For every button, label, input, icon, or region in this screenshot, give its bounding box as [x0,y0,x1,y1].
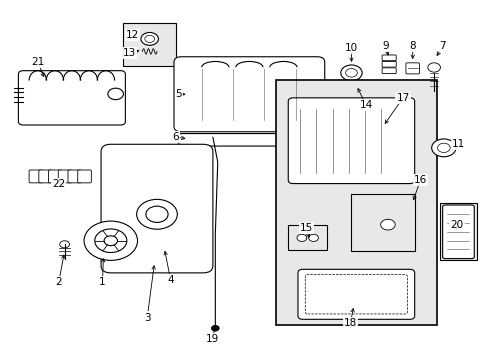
FancyBboxPatch shape [78,170,91,183]
Text: 2: 2 [55,277,62,287]
FancyBboxPatch shape [405,63,419,74]
Circle shape [427,63,440,72]
FancyBboxPatch shape [174,57,324,132]
FancyBboxPatch shape [68,170,81,183]
FancyBboxPatch shape [29,170,42,183]
Text: 12: 12 [126,30,139,40]
FancyBboxPatch shape [39,170,52,183]
FancyBboxPatch shape [297,269,414,319]
FancyBboxPatch shape [442,205,473,258]
FancyBboxPatch shape [48,170,62,183]
Bar [122,23,176,66]
Circle shape [431,139,455,157]
FancyBboxPatch shape [381,55,395,61]
FancyBboxPatch shape [381,68,395,73]
Bar [439,203,476,260]
Circle shape [296,234,306,242]
Text: 22: 22 [52,179,65,189]
Text: 11: 11 [451,139,464,149]
Text: 13: 13 [123,48,136,58]
Text: 6: 6 [172,132,179,142]
Circle shape [104,236,117,246]
Circle shape [308,234,318,242]
Circle shape [345,68,357,77]
Circle shape [437,143,449,153]
Circle shape [108,88,123,100]
Circle shape [211,325,219,331]
Text: 9: 9 [382,41,388,51]
Text: 14: 14 [359,100,372,110]
Bar [287,225,326,249]
Circle shape [380,219,394,230]
FancyBboxPatch shape [179,134,319,146]
Text: 15: 15 [299,223,312,233]
FancyBboxPatch shape [101,144,212,273]
Circle shape [340,65,362,81]
Text: 1: 1 [99,277,105,287]
Circle shape [144,35,154,42]
Text: 19: 19 [206,334,219,344]
Circle shape [145,206,168,222]
Text: 8: 8 [408,41,415,51]
Text: 21: 21 [31,57,44,67]
FancyBboxPatch shape [58,170,72,183]
FancyBboxPatch shape [381,62,395,67]
FancyBboxPatch shape [19,71,125,125]
Circle shape [141,32,158,45]
Text: 3: 3 [143,312,150,323]
Text: 10: 10 [344,43,357,53]
Text: 7: 7 [439,41,445,51]
FancyBboxPatch shape [305,275,407,314]
Text: 20: 20 [449,220,463,230]
Circle shape [84,221,137,260]
Circle shape [136,199,177,229]
Text: 18: 18 [343,318,356,328]
Bar [351,194,414,251]
FancyBboxPatch shape [287,98,414,184]
Bar [276,80,436,325]
Circle shape [60,241,69,248]
Text: 17: 17 [396,93,409,103]
Circle shape [95,229,126,252]
Text: 16: 16 [413,175,426,185]
Text: 4: 4 [167,275,174,285]
Text: 5: 5 [175,89,182,99]
